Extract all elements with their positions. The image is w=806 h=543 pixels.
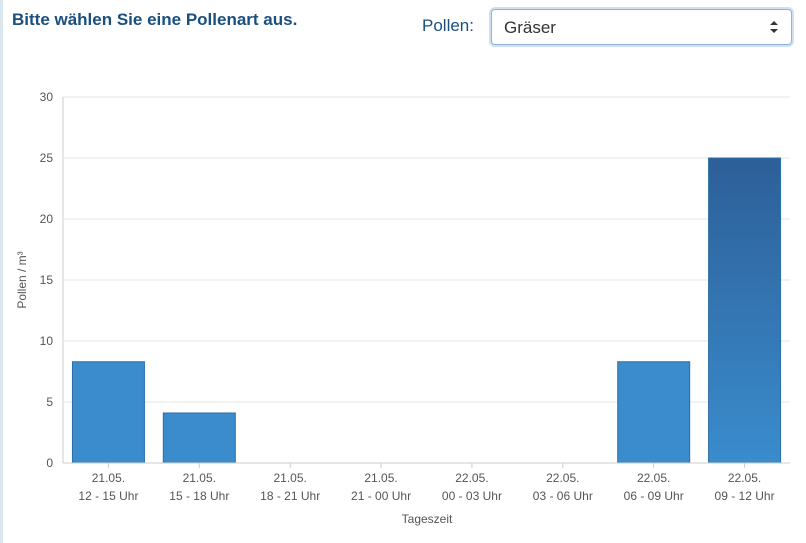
x-tick-label-date: 21.05. [92,471,125,485]
x-tick-label-time: 15 - 18 Uhr [169,489,229,503]
pollen-select-label: Pollen: [422,16,474,35]
y-tick-label: 30 [40,90,54,104]
x-tick-label-time: 18 - 21 Uhr [260,489,320,503]
left-accent-border [0,0,3,543]
y-tick-label: 15 [40,273,54,287]
page-heading: Bitte wählen Sie eine Pollenart aus. [12,10,298,29]
chart-axes: 0 5 10 15 20 25 30 21.05. 12 - 15 Uhr 21.05. 15 - … [40,90,790,503]
pollen-type-select[interactable]: Gräser [491,9,792,45]
x-tick-label-time: 09 - 12 Uhr [715,489,775,503]
bar-7[interactable] [617,361,691,464]
x-tick-label-time: 21 - 00 Uhr [351,489,411,503]
bar-2[interactable] [162,412,236,464]
x-tick-label-date: 22.05. [637,471,670,485]
x-tick-label-time: 12 - 15 Uhr [78,489,138,503]
bar-8[interactable] [708,157,782,464]
chart-gridlines [63,96,790,403]
x-tick-label-date: 21.05. [183,471,216,485]
x-tick-label-date: 22.05. [728,471,761,485]
bar-1[interactable] [71,361,145,464]
select-arrows-icon [770,21,778,33]
y-tick-label: 0 [46,456,53,470]
y-tick-label: 5 [46,395,53,409]
chart-bars [71,157,782,464]
x-tick-label-time: 03 - 06 Uhr [533,489,593,503]
y-axis-label: Pollen / m³ [15,251,29,308]
x-tick-label-time: 00 - 03 Uhr [442,489,502,503]
x-tick-label-date: 22.05. [455,471,488,485]
y-tick-label: 20 [40,212,54,226]
y-tick-label: 25 [40,151,54,165]
x-tick-label-date: 22.05. [546,471,579,485]
x-tick-label-time: 06 - 09 Uhr [624,489,684,503]
pollen-select-value: Gräser [504,18,556,37]
y-tick-label: 10 [40,334,54,348]
x-tick-label-date: 21.05. [274,471,307,485]
x-axis-label: Tageszeit [402,512,453,526]
x-tick-label-date: 21.05. [364,471,397,485]
